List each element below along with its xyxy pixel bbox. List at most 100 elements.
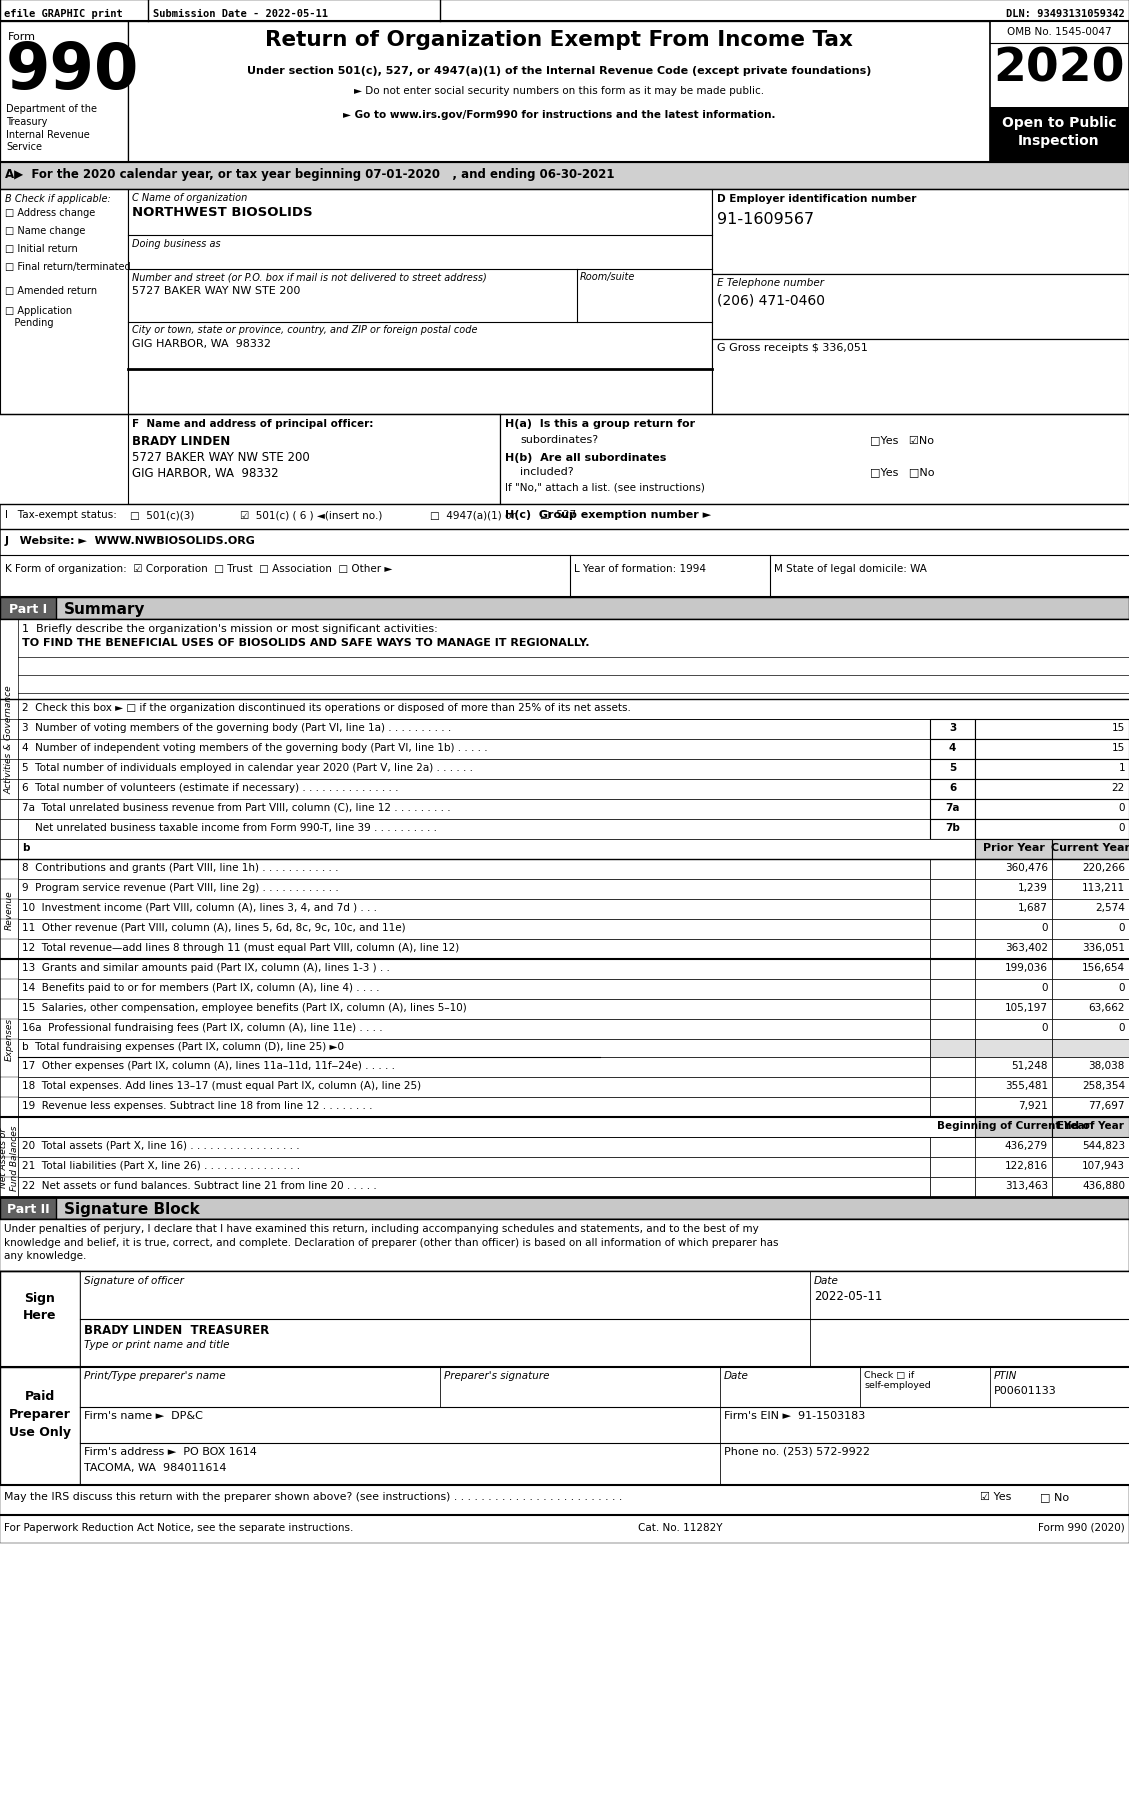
- Bar: [975, 1039, 1052, 1057]
- Bar: [975, 820, 1129, 840]
- Bar: [0, 190, 128, 416]
- Text: L Year of formation: 1994: L Year of formation: 1994: [574, 564, 706, 573]
- Bar: [128, 190, 712, 416]
- Bar: [18, 920, 930, 940]
- Bar: [128, 22, 990, 163]
- Text: 6: 6: [948, 782, 956, 793]
- Text: subordinates?: subordinates?: [520, 435, 598, 445]
- Text: 360,476: 360,476: [1005, 862, 1048, 873]
- Bar: [975, 1057, 1052, 1077]
- Text: 258,354: 258,354: [1082, 1081, 1124, 1090]
- Bar: [0, 1220, 1129, 1272]
- Bar: [975, 999, 1052, 1019]
- Bar: [0, 860, 18, 960]
- Text: Part II: Part II: [7, 1202, 50, 1216]
- Bar: [990, 22, 1129, 163]
- Text: 0: 0: [1041, 1023, 1048, 1032]
- Text: Phone no. (253) 572-9922: Phone no. (253) 572-9922: [724, 1446, 870, 1456]
- Bar: [18, 759, 930, 779]
- Bar: [720, 1444, 1129, 1485]
- Bar: [1052, 860, 1129, 880]
- Bar: [18, 719, 930, 739]
- Text: 107,943: 107,943: [1082, 1160, 1124, 1171]
- Bar: [1052, 960, 1129, 979]
- Text: 6  Total number of volunteers (estimate if necessary) . . . . . . . . . . . . . : 6 Total number of volunteers (estimate i…: [21, 782, 399, 793]
- Bar: [18, 999, 930, 1019]
- Bar: [712, 340, 1129, 416]
- Text: 1,687: 1,687: [1018, 902, 1048, 913]
- Bar: [80, 1368, 440, 1408]
- Bar: [930, 1039, 975, 1057]
- Text: 336,051: 336,051: [1082, 943, 1124, 952]
- Bar: [975, 1156, 1052, 1178]
- Text: 21  Total liabilities (Part X, line 26) . . . . . . . . . . . . . . .: 21 Total liabilities (Part X, line 26) .…: [21, 1160, 300, 1171]
- Bar: [18, 940, 930, 960]
- Text: (206) 471-0460: (206) 471-0460: [717, 295, 825, 307]
- Text: 3  Number of voting members of the governing body (Part VI, line 1a) . . . . . .: 3 Number of voting members of the govern…: [21, 723, 452, 732]
- Bar: [1052, 1178, 1129, 1198]
- Bar: [0, 1117, 18, 1198]
- Bar: [975, 1178, 1052, 1198]
- Bar: [975, 940, 1052, 960]
- Text: Check □ if
self-employed: Check □ if self-employed: [864, 1370, 930, 1390]
- Text: 199,036: 199,036: [1005, 963, 1048, 972]
- Text: H(b)  Are all subordinates: H(b) Are all subordinates: [505, 454, 666, 463]
- Text: Part I: Part I: [9, 604, 47, 616]
- Bar: [18, 1077, 930, 1097]
- Bar: [500, 416, 1129, 504]
- Text: Form 990 (2020): Form 990 (2020): [1039, 1521, 1124, 1532]
- Bar: [0, 1198, 1129, 1220]
- Bar: [0, 598, 1129, 620]
- Bar: [18, 860, 930, 880]
- Bar: [930, 1156, 975, 1178]
- Bar: [975, 1077, 1052, 1097]
- Text: Under penalties of perjury, I declare that I have examined this return, includin: Under penalties of perjury, I declare th…: [5, 1223, 779, 1261]
- Text: Under section 501(c), 527, or 4947(a)(1) of the Internal Revenue Code (except pr: Under section 501(c), 527, or 4947(a)(1)…: [247, 67, 872, 76]
- Text: 4  Number of independent voting members of the governing body (Part VI, line 1b): 4 Number of independent voting members o…: [21, 743, 488, 752]
- Text: 3: 3: [948, 723, 956, 732]
- Text: 10  Investment income (Part VIII, column (A), lines 3, 4, and 7d ) . . .: 10 Investment income (Part VIII, column …: [21, 902, 377, 913]
- Bar: [930, 860, 975, 880]
- Text: 0: 0: [1041, 983, 1048, 992]
- Text: Firm's EIN ►  91-1503183: Firm's EIN ► 91-1503183: [724, 1409, 865, 1420]
- Text: 19  Revenue less expenses. Subtract line 18 from line 12 . . . . . . . .: 19 Revenue less expenses. Subtract line …: [21, 1100, 373, 1109]
- Bar: [18, 739, 930, 759]
- Text: 113,211: 113,211: [1082, 882, 1124, 893]
- Bar: [18, 1137, 930, 1156]
- Bar: [975, 1097, 1052, 1117]
- Bar: [1052, 1057, 1129, 1077]
- Bar: [0, 620, 18, 860]
- Bar: [930, 799, 975, 820]
- Text: 8  Contributions and grants (Part VIII, line 1h) . . . . . . . . . . . .: 8 Contributions and grants (Part VIII, l…: [21, 862, 339, 873]
- Text: A▶  For the 2020 calendar year, or tax year beginning 07-01-2020   , and ending : A▶ For the 2020 calendar year, or tax ye…: [5, 168, 614, 181]
- Text: 91-1609567: 91-1609567: [717, 211, 814, 228]
- Text: 436,279: 436,279: [1005, 1140, 1048, 1151]
- Text: □  527: □ 527: [540, 510, 576, 520]
- Bar: [1052, 1156, 1129, 1178]
- Bar: [18, 1156, 930, 1178]
- Text: OMB No. 1545-0047: OMB No. 1545-0047: [1007, 27, 1111, 36]
- Text: Beginning of Current Year: Beginning of Current Year: [937, 1120, 1089, 1131]
- Text: Firm's address ►  PO BOX 1614: Firm's address ► PO BOX 1614: [84, 1446, 257, 1456]
- Bar: [809, 1272, 1129, 1319]
- Bar: [930, 1077, 975, 1097]
- Text: 0: 0: [1119, 802, 1124, 813]
- Bar: [930, 820, 975, 840]
- Text: K Form of organization:  ☑ Corporation  □ Trust  □ Association  □ Other ►: K Form of organization: ☑ Corporation □ …: [5, 564, 393, 573]
- Bar: [80, 1272, 809, 1319]
- Bar: [1052, 979, 1129, 999]
- Text: H(c)  Group exemption number ►: H(c) Group exemption number ►: [505, 510, 711, 520]
- Text: 15  Salaries, other compensation, employee benefits (Part IX, column (A), lines : 15 Salaries, other compensation, employe…: [21, 1003, 466, 1012]
- Text: □ No: □ No: [1040, 1491, 1069, 1502]
- Bar: [930, 719, 975, 739]
- Bar: [975, 979, 1052, 999]
- Bar: [975, 719, 1129, 739]
- Text: PTIN: PTIN: [994, 1370, 1017, 1381]
- Bar: [930, 779, 975, 799]
- Text: City or town, state or province, country, and ZIP or foreign postal code: City or town, state or province, country…: [132, 325, 478, 334]
- Text: 12  Total revenue—add lines 8 through 11 (must equal Part VIII, column (A), line: 12 Total revenue—add lines 8 through 11 …: [21, 943, 460, 952]
- Text: Activities & Governance: Activities & Governance: [5, 685, 14, 793]
- Bar: [0, 22, 128, 163]
- Bar: [712, 275, 1129, 340]
- Text: G Gross receipts $ 336,051: G Gross receipts $ 336,051: [717, 343, 868, 352]
